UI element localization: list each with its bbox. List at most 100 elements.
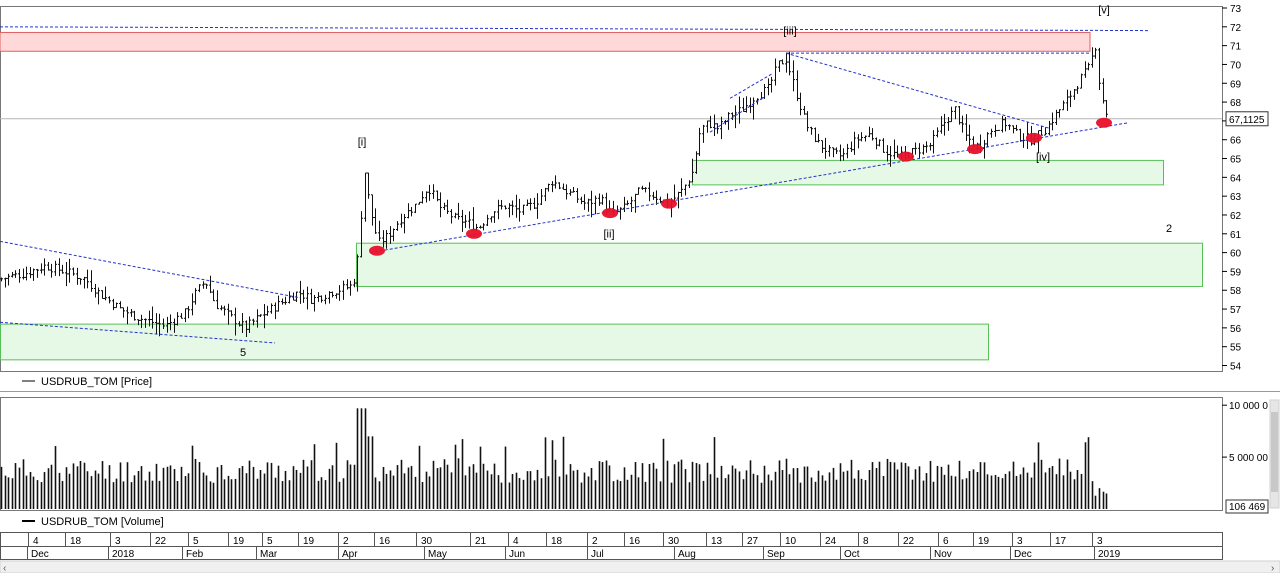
- resistance-zone: [0, 31, 1091, 52]
- wave-label: 2: [1166, 223, 1172, 235]
- wave-label: [i]: [358, 136, 367, 148]
- day-tick-label: 4: [33, 536, 39, 547]
- red-marker: [1026, 132, 1042, 143]
- last-volume-label: 106 469: [1229, 502, 1266, 513]
- red-marker: [898, 151, 914, 162]
- month-label: May: [428, 549, 447, 560]
- price-tick-label: 69: [1230, 79, 1242, 90]
- red-marker: [967, 144, 983, 155]
- price-tick-label: 68: [1230, 98, 1242, 109]
- red-marker: [466, 228, 482, 239]
- day-tick-label: 2: [592, 536, 598, 547]
- day-tick-label: 2: [343, 536, 349, 547]
- day-tick-label: 3: [115, 536, 121, 547]
- price-tick-label: 66: [1230, 136, 1242, 147]
- day-tick-label: 30: [421, 536, 433, 547]
- last-price-label: 67,1125: [1229, 115, 1265, 126]
- horizontal-scrollbar[interactable]: [0, 560, 1280, 574]
- price-tick-label: 72: [1230, 23, 1242, 34]
- day-tick-label: 8: [863, 536, 869, 547]
- day-tick-label: 18: [70, 536, 82, 547]
- support-zone: [356, 242, 1203, 287]
- trend-line: [0, 240, 301, 299]
- last-price-box: [1225, 111, 1269, 127]
- red-marker: [661, 198, 677, 209]
- day-tick-label: 22: [155, 536, 167, 547]
- wave-label: [iii]: [783, 25, 796, 37]
- month-label: Oct: [844, 549, 860, 560]
- trend-line: [0, 26, 1149, 32]
- month-label: Dec: [31, 549, 49, 560]
- day-tick-label: 21: [475, 536, 487, 547]
- volume-tick-label: 5 000 00: [1229, 453, 1268, 464]
- day-tick-label: 3: [1097, 536, 1103, 547]
- wave-label: [ii]: [604, 229, 615, 241]
- price-tick-label: 59: [1230, 267, 1242, 278]
- price-bars: [0, 47, 1108, 337]
- price-tick-label: 55: [1230, 343, 1242, 354]
- trend-line: [709, 96, 766, 133]
- month-label: Aug: [678, 549, 696, 560]
- price-tick-label: 60: [1230, 249, 1242, 260]
- scroll-right-icon[interactable]: ›: [1271, 563, 1274, 574]
- trend-line: [369, 122, 1129, 254]
- day-tick-label: 6: [943, 536, 949, 547]
- month-label: Mar: [260, 549, 278, 560]
- red-marker: [369, 245, 385, 256]
- day-tick-label: 19: [233, 536, 245, 547]
- day-tick-label: 18: [551, 536, 563, 547]
- trend-line: [785, 52, 1051, 129]
- red-marker: [1096, 117, 1112, 128]
- red-marker: [602, 208, 618, 219]
- price-tick-label: 64: [1230, 173, 1242, 184]
- month-label: 2018: [112, 549, 135, 560]
- day-tick-label: 10: [785, 536, 797, 547]
- support-zone: [0, 323, 989, 361]
- last-volume-box: [1225, 499, 1269, 514]
- volume-scrollbar-thumb[interactable]: [1271, 412, 1278, 492]
- day-tick-label: 30: [668, 536, 680, 547]
- month-label: Jun: [509, 549, 525, 560]
- volume-bars: [0, 408, 1108, 509]
- month-label: Sep: [767, 549, 785, 560]
- day-tick-label: 19: [978, 536, 990, 547]
- day-tick-label: 5: [267, 536, 273, 547]
- day-tick-label: 4: [513, 536, 519, 547]
- day-tick-label: 3: [1017, 536, 1023, 547]
- day-tick-label: 24: [825, 536, 837, 547]
- month-label: Nov: [934, 549, 952, 560]
- price-tick-label: 57: [1230, 305, 1242, 316]
- month-label: Feb: [186, 549, 204, 560]
- month-label: Dec: [1014, 549, 1032, 560]
- price-tick-label: 73: [1230, 4, 1242, 15]
- day-tick-label: 16: [379, 536, 391, 547]
- day-tick-label: 19: [303, 536, 315, 547]
- price-tick-label: 70: [1230, 60, 1242, 71]
- day-tick-label: 27: [747, 536, 759, 547]
- price-tick-label: 65: [1230, 155, 1242, 166]
- day-tick-label: 22: [903, 536, 915, 547]
- price-tick-label: 58: [1230, 286, 1242, 297]
- month-label: 2019: [1098, 549, 1121, 560]
- day-tick-label: 17: [1055, 536, 1067, 547]
- day-tick-label: 5: [193, 536, 199, 547]
- support-zone: [692, 159, 1164, 186]
- volume-tick-label: 10 000 0: [1229, 401, 1268, 412]
- price-legend-label: USDRUB_TOM [Price]: [41, 376, 152, 388]
- price-tick-label: 61: [1230, 230, 1242, 241]
- price-panel-frame: [0, 6, 1223, 372]
- scroll-left-icon[interactable]: ‹: [3, 563, 6, 574]
- price-tick-label: 63: [1230, 192, 1242, 203]
- price-tick-label: 56: [1230, 324, 1242, 335]
- wave-label: 5: [240, 347, 246, 359]
- trend-line: [729, 73, 773, 99]
- month-label: Jul: [591, 549, 604, 560]
- month-label: Apr: [342, 549, 358, 560]
- day-tick-label: 16: [629, 536, 641, 547]
- volume-panel-frame: [0, 397, 1223, 511]
- price-tick-label: 62: [1230, 211, 1242, 222]
- price-tick-label: 71: [1230, 42, 1242, 53]
- trend-line: [0, 321, 276, 344]
